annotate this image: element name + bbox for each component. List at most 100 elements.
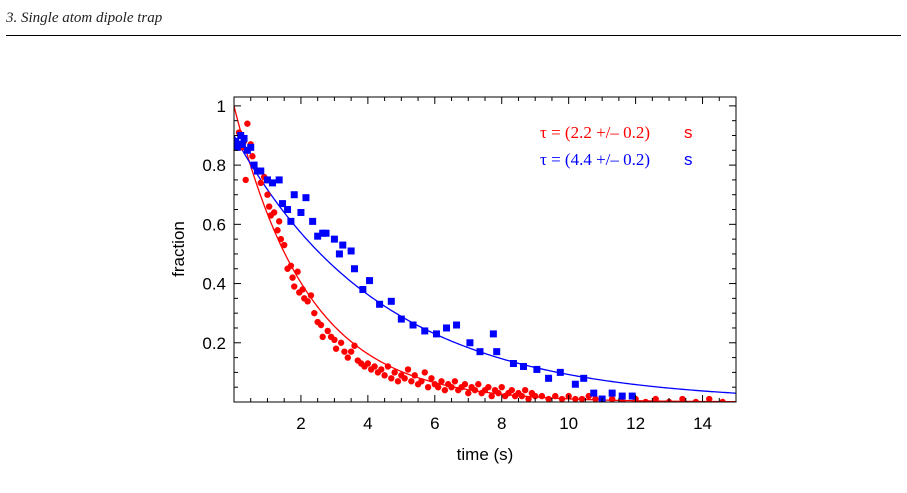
- data-point-square: [290, 191, 298, 199]
- data-point-square: [493, 348, 501, 356]
- data-point-circle: [652, 395, 659, 402]
- data-point-square: [322, 229, 330, 237]
- data-point-circle: [438, 378, 445, 385]
- data-point-square: [366, 277, 374, 285]
- data-point-circle: [692, 398, 700, 402]
- data-points: [234, 120, 726, 402]
- fit-curves: [234, 105, 736, 402]
- data-point-square: [359, 285, 367, 293]
- data-point-circle: [381, 372, 388, 379]
- fit-curve: [234, 135, 736, 394]
- data-point-circle: [508, 386, 515, 394]
- data-point-circle: [424, 383, 432, 391]
- data-point-circle: [404, 366, 412, 373]
- data-point-circle: [378, 366, 385, 373]
- data-point-circle: [304, 298, 311, 305]
- data-point-circle: [411, 372, 418, 379]
- data-point-circle: [679, 395, 686, 402]
- y-tick-label: 0.2: [202, 334, 226, 353]
- data-point-circle: [488, 392, 495, 400]
- data-point-circle: [371, 363, 378, 370]
- data-point-circle: [294, 268, 301, 275]
- data-point-circle: [257, 179, 264, 187]
- data-point-square: [268, 179, 276, 187]
- data-point-circle: [619, 398, 626, 402]
- data-point-circle: [249, 153, 256, 160]
- x-tick-label: 14: [693, 414, 712, 433]
- data-point-square: [335, 250, 343, 258]
- data-point-square: [302, 194, 310, 202]
- data-point-circle: [388, 375, 395, 382]
- data-point-circle: [642, 398, 649, 402]
- data-point-square: [314, 232, 322, 240]
- data-point-circle: [498, 383, 505, 391]
- data-point-circle: [572, 395, 579, 402]
- data-point-square: [453, 321, 461, 329]
- data-point-circle: [289, 274, 296, 281]
- data-point-square: [275, 176, 283, 184]
- fit-curve: [234, 105, 736, 402]
- data-point-circle: [281, 241, 288, 249]
- data-point-square: [330, 235, 338, 243]
- data-point-circle: [441, 386, 449, 394]
- data-point-square: [545, 374, 553, 382]
- x-tick-label: 10: [559, 414, 578, 433]
- data-point-square: [580, 374, 588, 382]
- axis-ticks: [234, 97, 736, 402]
- y-tick-label: 1: [217, 97, 226, 116]
- data-point-square: [238, 140, 246, 148]
- data-point-circle: [558, 395, 566, 402]
- data-point-square: [287, 217, 295, 225]
- data-point-circle: [578, 395, 586, 402]
- data-point-circle: [418, 378, 425, 385]
- data-point-square: [347, 247, 355, 255]
- data-point-circle: [332, 345, 340, 352]
- data-point-circle: [394, 378, 402, 385]
- data-point-circle: [545, 395, 552, 402]
- data-point-square: [350, 265, 358, 273]
- x-tick-label: 8: [497, 414, 506, 433]
- data-point-circle: [384, 363, 392, 370]
- data-point-square: [309, 217, 317, 225]
- data-point-square: [556, 368, 564, 376]
- axis-tick-labels: 2 4 6 8 10 12 14 0.2 0.4 0.6 0.8 1: [202, 97, 712, 433]
- tau-annotation-unit: s: [684, 123, 693, 142]
- data-point-square: [608, 389, 616, 397]
- data-point-circle: [351, 342, 358, 349]
- data-point-square: [476, 348, 484, 356]
- data-point-square: [409, 321, 417, 329]
- data-point-square: [421, 327, 429, 335]
- data-point-circle: [465, 389, 472, 397]
- data-point-square: [466, 339, 474, 347]
- data-point-circle: [265, 203, 273, 210]
- data-point-circle: [532, 392, 539, 400]
- data-point-circle: [364, 360, 372, 367]
- data-point-square: [590, 389, 598, 397]
- x-tick-label: 6: [430, 414, 439, 433]
- data-point-circle: [448, 383, 455, 391]
- plot-frame: [233, 96, 737, 403]
- data-point-circle: [592, 395, 599, 402]
- y-tick-label: 0.6: [202, 215, 226, 234]
- data-point-circle: [552, 392, 559, 400]
- data-point-circle: [277, 235, 285, 243]
- data-point-circle: [485, 383, 492, 391]
- data-point-square: [628, 392, 636, 400]
- data-point-circle: [307, 292, 315, 299]
- data-point-square: [397, 315, 405, 323]
- data-point-square: [432, 330, 440, 338]
- data-point-circle: [408, 378, 415, 385]
- data-point-circle: [401, 375, 408, 382]
- tau-annotation-value: τ = (2.2 +/– 0.2): [540, 123, 650, 142]
- data-point-circle: [270, 209, 278, 216]
- data-point-circle: [274, 227, 281, 234]
- data-point-circle: [242, 176, 249, 184]
- data-point-square: [489, 330, 497, 338]
- data-point-circle: [291, 283, 298, 290]
- data-point-circle: [538, 392, 546, 400]
- data-point-square: [533, 365, 541, 373]
- tau-annotation-unit: s: [684, 150, 693, 169]
- data-point-square: [519, 362, 527, 370]
- data-point-square: [247, 143, 255, 151]
